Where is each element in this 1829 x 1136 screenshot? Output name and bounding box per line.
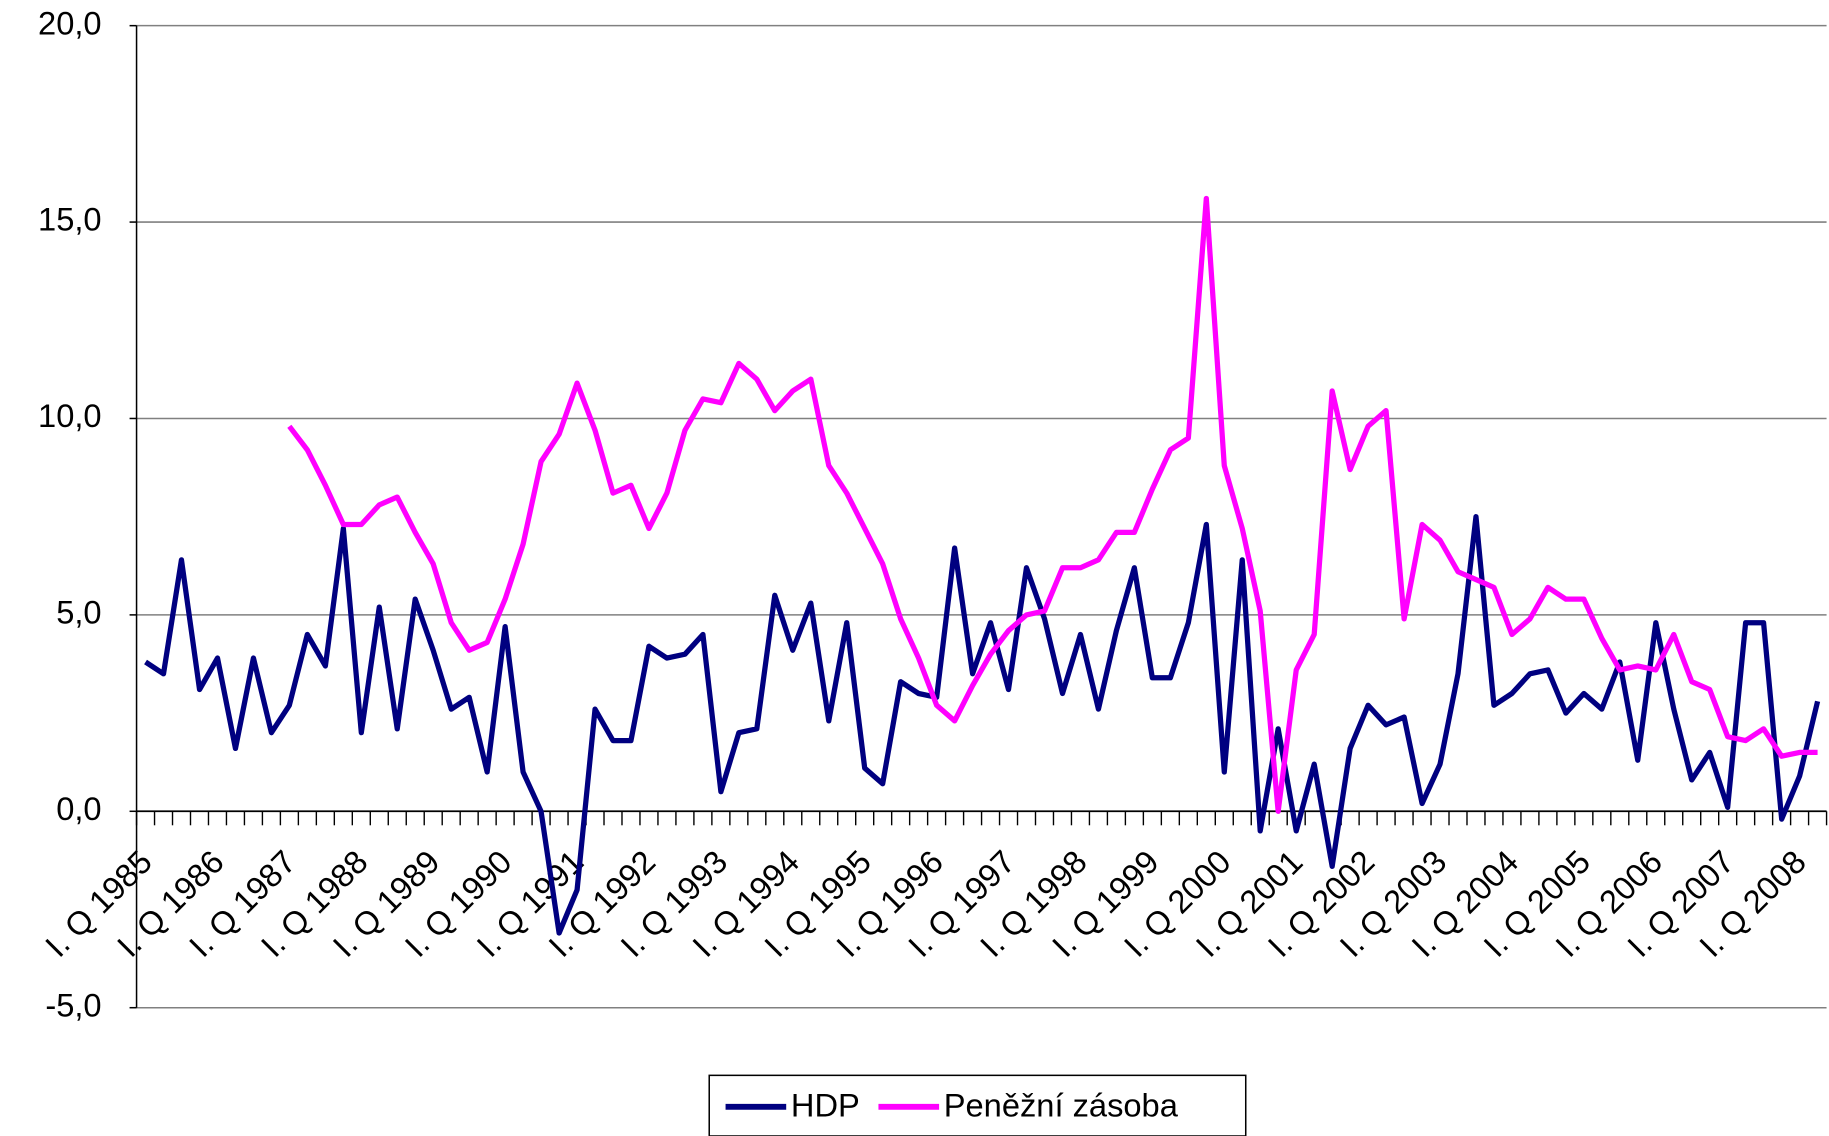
y-tick-label: -5,0 bbox=[45, 986, 101, 1023]
y-tick-label: 0,0 bbox=[56, 790, 101, 827]
legend-label: Peněžní zásoba bbox=[944, 1087, 1179, 1124]
legend: HDP Peněžní zásoba bbox=[708, 1074, 1247, 1136]
legend-box bbox=[708, 1074, 1247, 1136]
y-tick-label: 20,0 bbox=[38, 4, 102, 41]
series-line bbox=[287, 195, 1818, 814]
legend-label: HDP bbox=[791, 1087, 860, 1124]
y-tick-label: 10,0 bbox=[38, 397, 102, 434]
series-line bbox=[144, 514, 1821, 936]
y-tick-label: 15,0 bbox=[38, 201, 102, 238]
y-tick-label: 5,0 bbox=[56, 594, 101, 631]
